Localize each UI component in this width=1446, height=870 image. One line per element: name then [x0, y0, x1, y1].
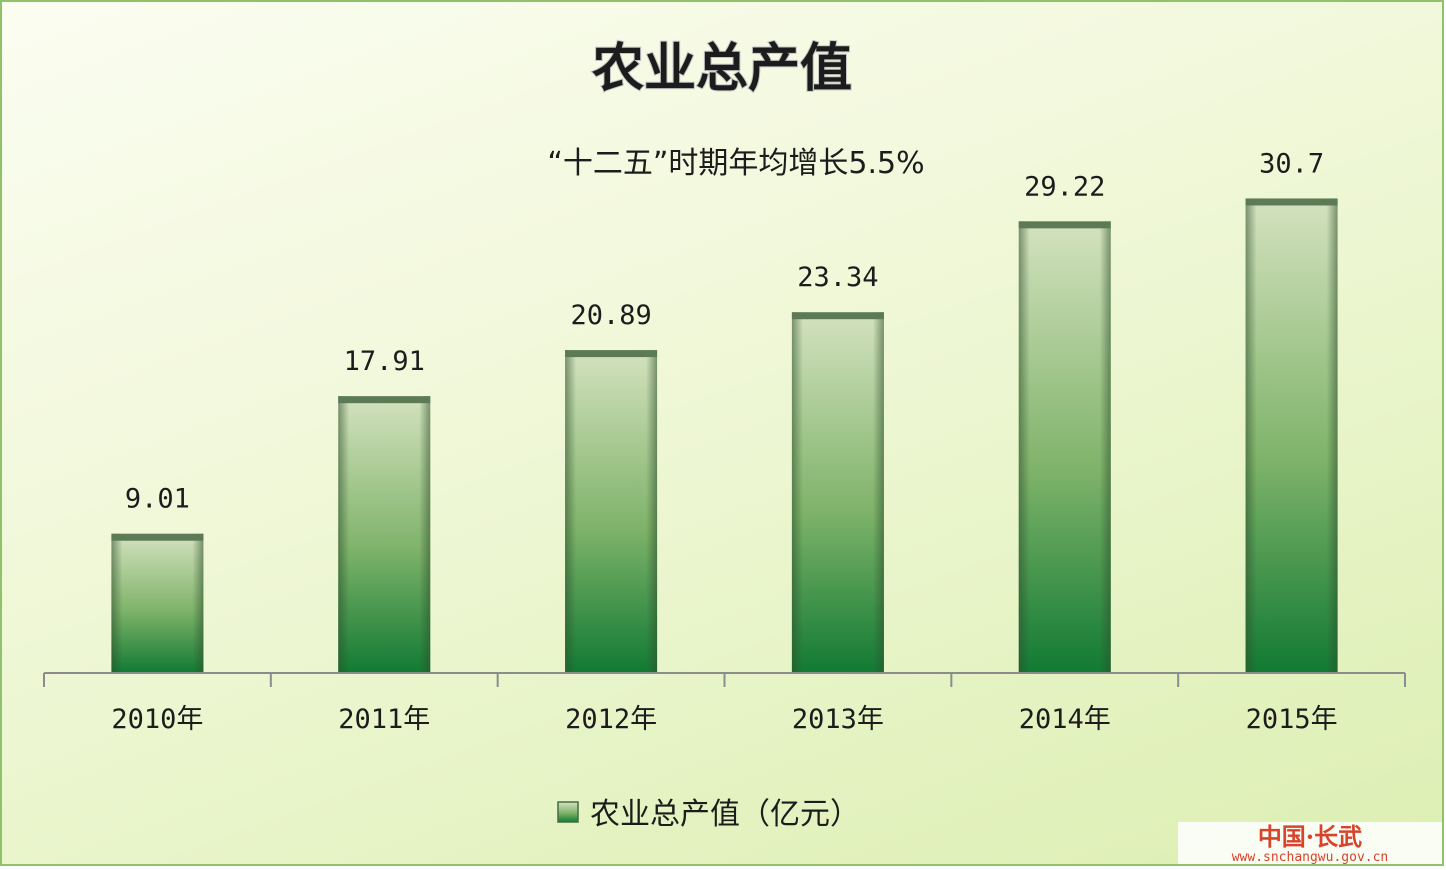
- watermark-logo-text: 中国·长武: [1258, 822, 1362, 851]
- bar-shade: [1245, 198, 1338, 674]
- data-label: 23.34: [797, 262, 878, 293]
- data-label: 20.89: [570, 300, 651, 331]
- bar-shade: [565, 350, 658, 673]
- watermark: 中国·长武 www.snchangwu.gov.cn: [1178, 822, 1442, 864]
- bar-shade: [338, 396, 431, 673]
- x-tick-label: 2010年: [111, 704, 203, 735]
- chart-title: 农业总产值: [592, 38, 852, 99]
- x-axis: 2010年 2011年 2012年 2013年 2014年 2015年: [43, 672, 1406, 735]
- x-tick-label: 2012年: [565, 704, 657, 735]
- bar-top-edge: [111, 533, 204, 541]
- bar-group: 17.91: [338, 346, 431, 673]
- data-label: 30.7: [1259, 148, 1324, 179]
- bar-group: 29.22: [1018, 171, 1111, 673]
- bar-top-edge: [1245, 198, 1338, 206]
- chart-subtitle: “十二五”时期年均增长5.5%: [547, 146, 924, 181]
- data-label: 29.22: [1024, 171, 1105, 202]
- x-tick-label: 2013年: [792, 704, 884, 735]
- bar-group: 30.7: [1245, 148, 1338, 674]
- legend-swatch: [557, 801, 579, 823]
- x-tick-label: 2011年: [338, 704, 430, 735]
- bar-group: 9.01: [111, 484, 204, 673]
- data-label: 9.01: [125, 484, 190, 515]
- x-tick-label: 2014年: [1019, 704, 1111, 735]
- bar-shade: [111, 533, 204, 673]
- bar-top-edge: [565, 350, 658, 358]
- watermark-url: www.snchangwu.gov.cn: [1232, 850, 1389, 864]
- bars-layer: 9.01 17.91 20.89 23.34 29.22 30.7: [111, 148, 1338, 674]
- legend: 农业总产值（亿元）: [557, 797, 860, 832]
- x-tick-label: 2015年: [1246, 704, 1338, 735]
- bar-top-edge: [791, 312, 884, 320]
- bar-shade: [1018, 221, 1111, 673]
- bar-top-edge: [338, 396, 431, 404]
- bar-group: 23.34: [791, 262, 884, 673]
- bar-top-edge: [1018, 221, 1111, 229]
- bar-shade: [791, 312, 884, 673]
- data-label: 17.91: [344, 346, 425, 377]
- bar-group: 20.89: [565, 300, 658, 673]
- legend-label: 农业总产值（亿元）: [590, 797, 860, 832]
